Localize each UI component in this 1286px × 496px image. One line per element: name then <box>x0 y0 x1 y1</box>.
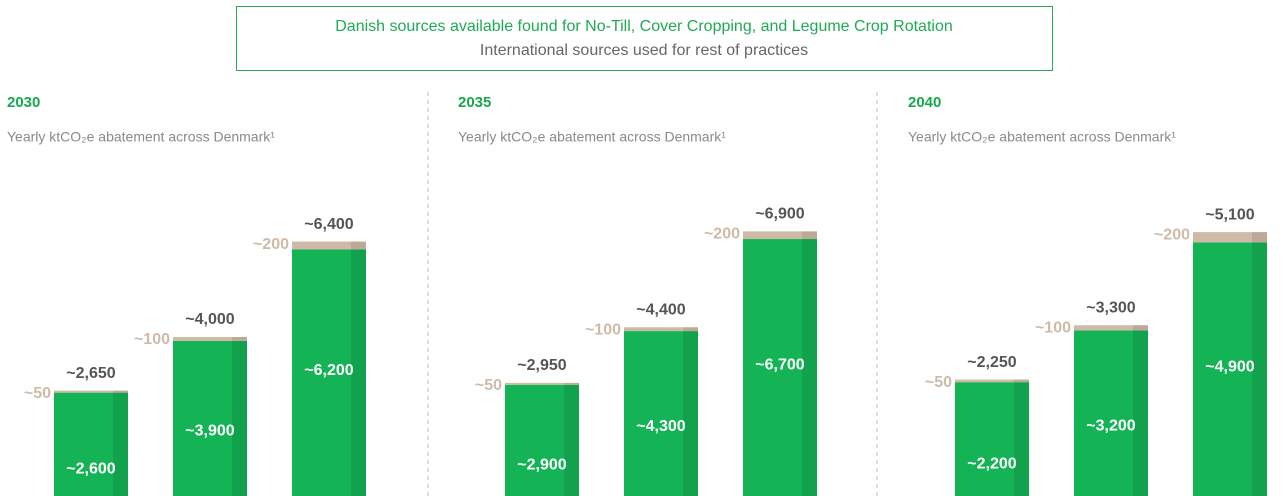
value-label: ~100 <box>585 321 621 338</box>
total-label: ~2,650 <box>66 365 115 382</box>
bar-shade <box>1014 382 1029 496</box>
value-label: ~3,900 <box>185 423 234 440</box>
bar-shade <box>1014 379 1029 383</box>
bar-segment <box>505 382 579 385</box>
bar-shade <box>1252 232 1267 243</box>
bar-shade <box>683 331 698 496</box>
header-line: Danish sources available found for No-Ti… <box>335 18 953 35</box>
value-label: ~2,200 <box>967 455 1016 472</box>
bar-segment <box>292 241 366 250</box>
total-label: ~4,000 <box>185 311 234 328</box>
bar-segment <box>1193 232 1267 243</box>
value-label: ~6,200 <box>304 362 353 379</box>
value-label: ~50 <box>24 385 51 402</box>
bar-shade <box>564 382 579 385</box>
bar-shade <box>351 249 366 496</box>
total-label: ~2,250 <box>967 354 1016 371</box>
total-label: ~3,300 <box>1086 299 1135 316</box>
value-label: ~200 <box>704 226 740 243</box>
bar-shade <box>232 336 247 341</box>
bar-segment <box>955 382 1029 496</box>
bar-shade <box>232 340 247 496</box>
panel-subtitle: Yearly ktCO₂e abatement across Denmark¹ <box>908 129 1176 145</box>
bar-segment <box>1074 325 1148 331</box>
panel-subtitle: Yearly ktCO₂e abatement across Denmark¹ <box>7 129 275 145</box>
bar-segment <box>505 384 579 496</box>
value-label: ~50 <box>475 377 502 394</box>
bar-shade <box>564 384 579 496</box>
total-label: ~5,100 <box>1205 206 1254 223</box>
value-label: ~2,600 <box>66 461 115 478</box>
bar-segment <box>743 231 817 240</box>
value-label: ~100 <box>1035 319 1071 336</box>
value-label: ~200 <box>253 236 289 253</box>
bar-shade <box>1252 242 1267 496</box>
header-box <box>236 6 1053 71</box>
panel-subtitle: Yearly ktCO₂e abatement across Denmark¹ <box>458 129 726 145</box>
bar-shade <box>1133 325 1148 331</box>
bar-segment <box>1193 242 1267 496</box>
bar-shade <box>351 241 366 250</box>
value-label: ~4,300 <box>636 418 685 435</box>
panel-title: 2040 <box>908 94 941 111</box>
value-label: ~4,900 <box>1205 358 1254 375</box>
value-label: ~6,700 <box>755 357 804 374</box>
bar-segment <box>173 340 247 496</box>
value-label: ~2,900 <box>517 457 566 474</box>
bar-shade <box>683 327 698 332</box>
total-label: ~6,400 <box>304 216 353 233</box>
panel-title: 2035 <box>458 94 491 111</box>
bar-segment <box>1074 330 1148 496</box>
panel-title: 2030 <box>7 94 40 111</box>
bar-shade <box>802 231 817 240</box>
value-label: ~100 <box>134 331 170 348</box>
bar-segment <box>743 239 817 496</box>
bar-shade <box>113 392 128 496</box>
bar-segment <box>173 336 247 341</box>
total-label: ~6,900 <box>755 206 804 223</box>
bar-segment <box>624 331 698 496</box>
bar-shade <box>113 390 128 393</box>
total-label: ~2,950 <box>517 357 566 374</box>
bar-shade <box>802 239 817 496</box>
bar-segment <box>624 327 698 332</box>
bar-segment <box>292 249 366 496</box>
bar-segment <box>955 379 1029 383</box>
value-label: ~200 <box>1154 226 1190 243</box>
total-label: ~4,400 <box>636 301 685 318</box>
bar-segment <box>54 392 128 496</box>
value-label: ~3,200 <box>1086 417 1135 434</box>
bar-segment <box>54 390 128 393</box>
bar-shade <box>1133 330 1148 496</box>
value-label: ~50 <box>925 374 952 391</box>
header-line: International sources used for rest of p… <box>480 42 808 59</box>
